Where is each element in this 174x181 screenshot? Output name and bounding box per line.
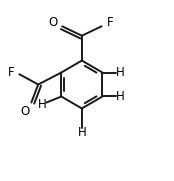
Text: F: F (7, 66, 14, 79)
Text: H: H (116, 90, 125, 103)
Text: H: H (38, 98, 47, 111)
Text: H: H (116, 66, 125, 79)
Text: H: H (77, 126, 86, 139)
Text: F: F (107, 16, 113, 29)
Text: O: O (21, 105, 30, 118)
Text: O: O (48, 16, 57, 29)
